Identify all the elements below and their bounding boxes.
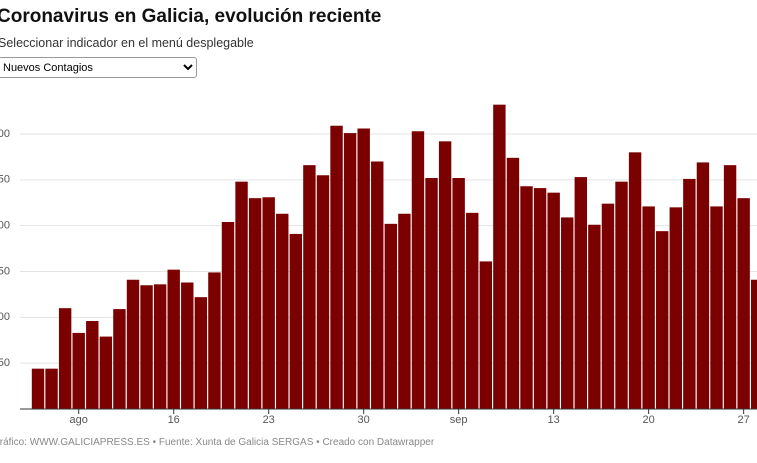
bar	[221, 222, 235, 409]
bar	[384, 223, 398, 409]
bar	[194, 297, 208, 409]
bar	[248, 198, 262, 409]
bar	[561, 217, 574, 409]
bar	[466, 212, 479, 409]
bar	[452, 178, 465, 409]
y-tick-label: 300	[0, 128, 10, 140]
bar	[398, 213, 411, 409]
bar	[574, 177, 587, 409]
bar	[533, 188, 547, 409]
bar	[276, 213, 289, 409]
bar	[86, 321, 99, 409]
x-tick-label: 16	[168, 414, 180, 426]
bar	[45, 368, 58, 409]
bar	[696, 162, 710, 409]
x-tick-label: 23	[263, 414, 275, 426]
x-tick-label: 27	[738, 414, 750, 426]
bar	[235, 181, 248, 409]
footer: Gráfico: WWW.GALICIAPRESS.ES • Fuente: X…	[0, 437, 435, 448]
bar	[506, 157, 520, 409]
bar	[343, 133, 357, 410]
bar	[547, 192, 560, 409]
bar	[683, 178, 696, 409]
bar	[153, 284, 167, 409]
bar	[411, 131, 425, 409]
y-tick-label: 100	[0, 311, 10, 323]
bar	[126, 279, 140, 409]
bar	[615, 181, 628, 409]
bar	[479, 261, 493, 409]
y-tick-label: 50	[0, 357, 10, 369]
bar	[628, 152, 642, 410]
y-tick-label: 200	[0, 220, 10, 232]
bar	[438, 141, 452, 410]
bar	[601, 203, 615, 409]
x-tick-label: 30	[358, 414, 370, 426]
bar	[710, 206, 723, 409]
bar	[31, 368, 45, 409]
bar	[167, 269, 180, 409]
bar	[588, 224, 601, 409]
y-tick-label: 250	[0, 174, 10, 186]
bar	[99, 336, 113, 409]
bar	[303, 165, 316, 409]
title: Coronavirus en Galicia, evolución recien…	[0, 6, 382, 27]
x-tick-label: ago	[70, 414, 88, 426]
x-tick-label: 20	[643, 414, 655, 426]
bar	[316, 175, 330, 409]
subtitle: Seleccionar indicador en el menú despleg…	[0, 36, 254, 50]
bar	[520, 186, 533, 409]
bar	[642, 206, 655, 409]
bar	[140, 285, 153, 409]
bar	[262, 197, 275, 409]
bar	[181, 282, 194, 409]
x-tick-label: sep	[450, 414, 468, 426]
y-tick-label: 150	[0, 265, 10, 277]
bar	[113, 309, 126, 409]
bar	[723, 165, 737, 409]
bar	[656, 231, 669, 409]
chart: 50 100 150 200 250 300 ago 16 23 30 sep 13 20 27	[0, 104, 757, 426]
bar	[737, 198, 750, 409]
bar	[751, 279, 757, 409]
bar	[493, 104, 506, 410]
bar	[357, 128, 370, 409]
bar	[208, 272, 221, 409]
bar	[72, 332, 85, 409]
bar	[58, 308, 72, 409]
bar	[289, 233, 303, 409]
bar	[371, 161, 384, 409]
bar	[425, 178, 438, 409]
bar	[330, 125, 343, 409]
bar	[669, 207, 682, 409]
indicator-select[interactable]: Nuevos Contagios	[0, 57, 197, 78]
x-tick-label: 13	[548, 414, 560, 426]
